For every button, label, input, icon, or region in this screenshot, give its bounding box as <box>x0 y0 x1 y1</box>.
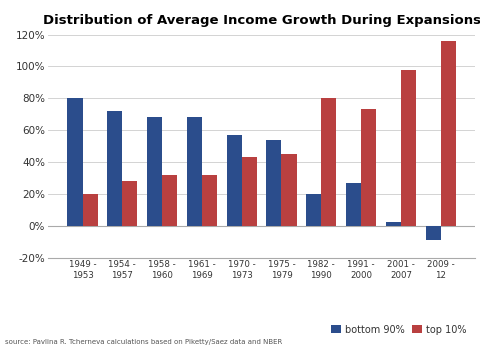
Bar <box>202 175 217 226</box>
Bar <box>187 117 202 226</box>
Bar <box>147 117 162 226</box>
Text: source: Pavlina R. Tcherneva calculations based on Piketty/Saez data and NBER: source: Pavlina R. Tcherneva calculation… <box>5 339 282 345</box>
Bar <box>441 41 456 226</box>
Bar <box>401 70 416 226</box>
Bar <box>386 222 401 226</box>
Legend: bottom 90%, top 10%: bottom 90%, top 10% <box>327 321 470 339</box>
Bar <box>67 98 83 226</box>
Title: Distribution of Average Income Growth During Expansions: Distribution of Average Income Growth Du… <box>43 14 480 27</box>
Bar <box>83 194 97 226</box>
Bar <box>162 175 177 226</box>
Bar <box>281 154 297 226</box>
Bar <box>107 111 122 226</box>
Bar <box>266 140 281 226</box>
Bar <box>306 194 321 226</box>
Bar <box>361 109 376 226</box>
Bar <box>242 157 257 226</box>
Bar <box>346 183 361 226</box>
Bar <box>426 226 441 240</box>
Bar <box>227 135 242 226</box>
Bar <box>321 98 336 226</box>
Bar <box>122 181 137 226</box>
